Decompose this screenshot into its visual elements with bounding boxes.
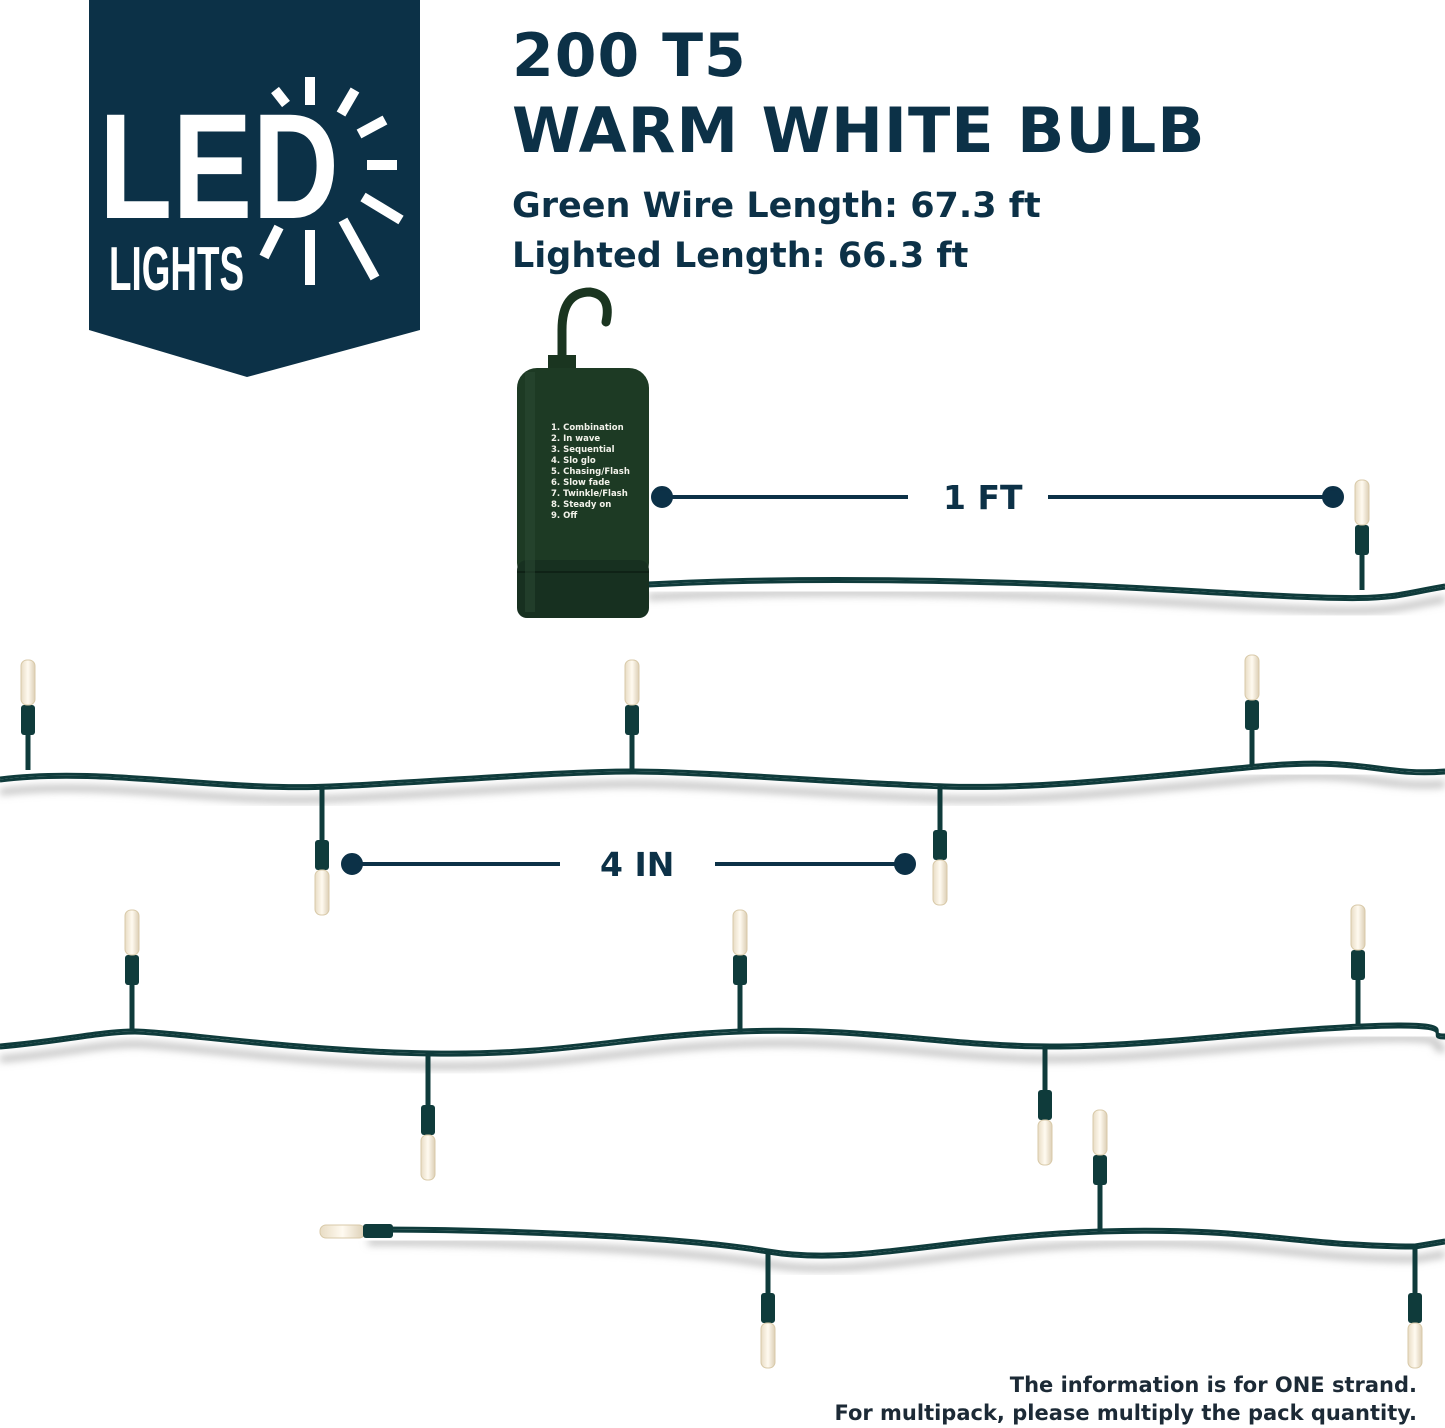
dimension-1ft (651, 486, 1344, 508)
end-bulb (319, 1224, 393, 1239)
bulb (1244, 654, 1260, 765)
mode-item: 3. Sequential (551, 445, 615, 455)
mode-item: 6. Slow fade (551, 478, 611, 488)
bulbs (20, 479, 1423, 1369)
lead-length-label: 1 FT (943, 478, 1023, 517)
mode-item: 9. Off (551, 511, 578, 521)
wire (367, 1226, 1445, 1256)
controller-cap (517, 560, 649, 618)
wire (647, 577, 1445, 599)
wire (0, 760, 1445, 788)
controller-body (517, 368, 649, 583)
battery-controller (517, 287, 649, 618)
svg-text:LIGHTS: LIGHTS (109, 235, 244, 304)
bulb (420, 1052, 436, 1181)
wire (0, 763, 1445, 791)
bulb (124, 909, 140, 1030)
mode-item: 4. Slo glo (551, 456, 596, 466)
bulb (1354, 479, 1370, 590)
footer-note-1: The information is for ONE strand. (1009, 1373, 1417, 1397)
bulb (760, 1250, 776, 1369)
dimension-4in (341, 853, 916, 875)
sun-rays-icon (259, 77, 404, 285)
hook-icon (557, 287, 612, 375)
controller-modes-list: 1. Combination 2. In wave 3. Sequential … (551, 423, 630, 522)
wire (0, 1025, 1445, 1057)
bulb-spacing-label: 4 IN (600, 845, 675, 884)
bulb (732, 909, 748, 1032)
wires (0, 577, 1445, 1272)
mode-item: 2. In wave (551, 434, 601, 444)
svg-text:LED: LED (99, 82, 339, 250)
lighted-length: Lighted Length: 66.3 ft (512, 236, 969, 276)
bulb (932, 785, 948, 906)
mode-item: 5. Chasing/Flash (551, 467, 630, 477)
mode-item: 1. Combination (551, 423, 624, 433)
title-count: 200 T5 (512, 21, 747, 91)
wire-length: Green Wire Length: 67.3 ft (512, 186, 1041, 226)
bulb (1350, 904, 1366, 1026)
footer-note-2: For multipack, please multiply the pack … (834, 1401, 1417, 1425)
mode-item: 7. Twinkle/Flash (551, 489, 628, 499)
bulb (624, 659, 640, 770)
title-bulb: WARM WHITE BULB (512, 94, 1206, 167)
mode-item: 8. Steady on (551, 500, 612, 510)
wire (647, 580, 1445, 602)
bulb (314, 785, 330, 916)
wire (367, 1229, 1445, 1259)
bulb (1407, 1246, 1423, 1369)
bulb (1092, 1109, 1108, 1232)
bulb (1037, 1046, 1053, 1166)
led-lights-logo: LED LIGHTS (89, 0, 420, 377)
bulb (20, 659, 36, 770)
